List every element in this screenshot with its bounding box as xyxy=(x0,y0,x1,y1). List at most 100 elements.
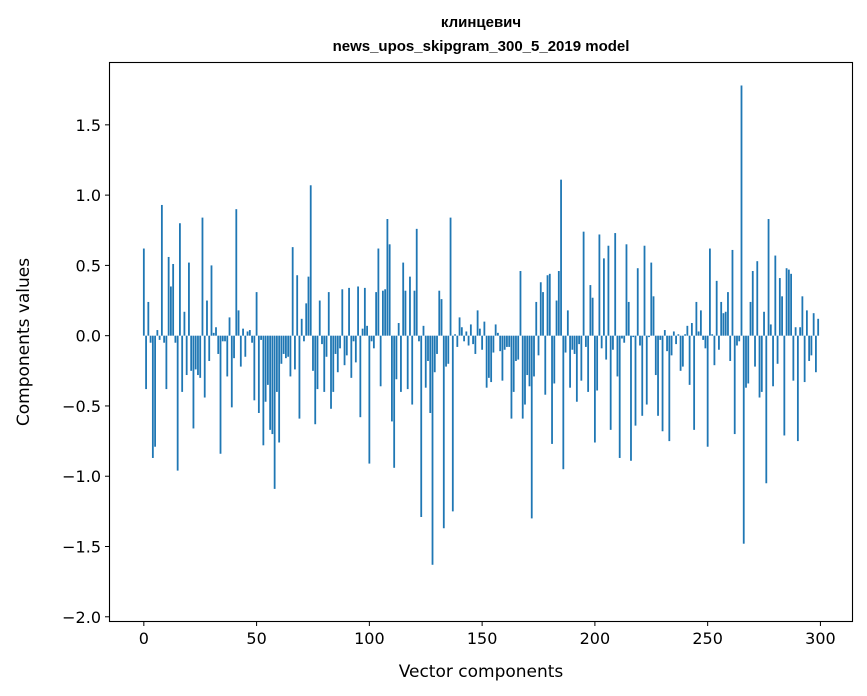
bar xyxy=(672,331,675,336)
bar xyxy=(451,335,454,512)
bar xyxy=(323,335,326,392)
bar xyxy=(519,271,522,336)
bar xyxy=(778,278,781,336)
bar-series xyxy=(142,85,820,565)
bar xyxy=(375,292,378,336)
bar xyxy=(325,335,328,357)
bar xyxy=(787,269,790,336)
bar xyxy=(713,335,716,366)
bar xyxy=(282,335,285,354)
bar xyxy=(183,311,186,336)
bar xyxy=(199,335,202,378)
bar xyxy=(418,335,420,342)
bar xyxy=(420,335,423,517)
bar xyxy=(330,335,332,409)
bar xyxy=(697,331,700,336)
bar xyxy=(190,335,193,371)
bar xyxy=(517,335,520,360)
bar xyxy=(492,335,495,353)
bar xyxy=(248,330,251,336)
bar xyxy=(499,335,502,352)
bar xyxy=(641,335,644,416)
bar xyxy=(749,301,752,336)
bar xyxy=(228,317,231,336)
bar xyxy=(506,335,508,347)
bar xyxy=(458,317,461,336)
x-tick-label: 300 xyxy=(805,629,836,648)
bar xyxy=(422,325,425,336)
bar xyxy=(275,335,278,392)
bar xyxy=(582,231,585,336)
bar xyxy=(643,245,646,336)
bar xyxy=(481,335,484,350)
bar xyxy=(431,335,434,565)
bar xyxy=(465,331,468,336)
bar xyxy=(805,310,808,336)
bar xyxy=(645,335,648,405)
bar xyxy=(733,335,736,435)
bar xyxy=(409,276,411,336)
bar xyxy=(603,258,605,336)
bar xyxy=(652,296,655,336)
x-tick-label: 100 xyxy=(354,629,385,648)
bar xyxy=(515,335,517,361)
bar xyxy=(251,335,253,343)
bar xyxy=(738,335,741,342)
y-tick-label: −1.5 xyxy=(62,538,101,557)
bar xyxy=(812,313,815,336)
bar xyxy=(557,271,560,336)
bar xyxy=(623,335,626,343)
bar xyxy=(648,335,650,338)
bar xyxy=(352,335,355,342)
bar xyxy=(727,292,729,336)
bar xyxy=(309,185,312,336)
bar xyxy=(257,335,260,413)
bar xyxy=(235,209,238,336)
bar xyxy=(794,327,797,336)
bar xyxy=(478,328,481,336)
bar xyxy=(684,334,686,336)
bar xyxy=(318,300,321,336)
bar xyxy=(366,325,368,336)
bar xyxy=(298,335,301,419)
bar xyxy=(760,335,763,392)
bar xyxy=(535,301,538,336)
bar xyxy=(591,297,594,336)
bar xyxy=(483,321,486,336)
bar xyxy=(718,335,720,350)
bar xyxy=(469,324,472,336)
x-tick-label: 250 xyxy=(692,629,723,648)
bar xyxy=(185,335,188,376)
bar xyxy=(790,273,792,336)
chart-title: клинцевич xyxy=(441,14,521,31)
bar xyxy=(758,335,761,398)
bar xyxy=(368,335,371,464)
bar xyxy=(808,335,811,361)
bar xyxy=(348,287,350,336)
bar xyxy=(681,335,684,367)
bar xyxy=(219,335,222,454)
bar xyxy=(566,310,569,336)
bar xyxy=(501,335,504,381)
bar xyxy=(206,300,208,336)
bar xyxy=(569,335,571,388)
bar xyxy=(817,318,820,336)
bar xyxy=(192,335,195,429)
bar xyxy=(661,335,664,432)
bar xyxy=(260,335,262,340)
bar xyxy=(269,335,272,430)
bar xyxy=(404,290,407,336)
bar xyxy=(386,219,389,336)
bar xyxy=(621,335,623,339)
bar xyxy=(370,335,373,342)
bar xyxy=(221,335,224,342)
bar xyxy=(803,335,806,383)
bar xyxy=(224,335,226,342)
bar xyxy=(359,335,362,418)
bar xyxy=(666,335,668,352)
bar xyxy=(393,335,396,468)
bar xyxy=(210,265,213,336)
bar xyxy=(607,245,610,336)
bar xyxy=(149,335,152,343)
